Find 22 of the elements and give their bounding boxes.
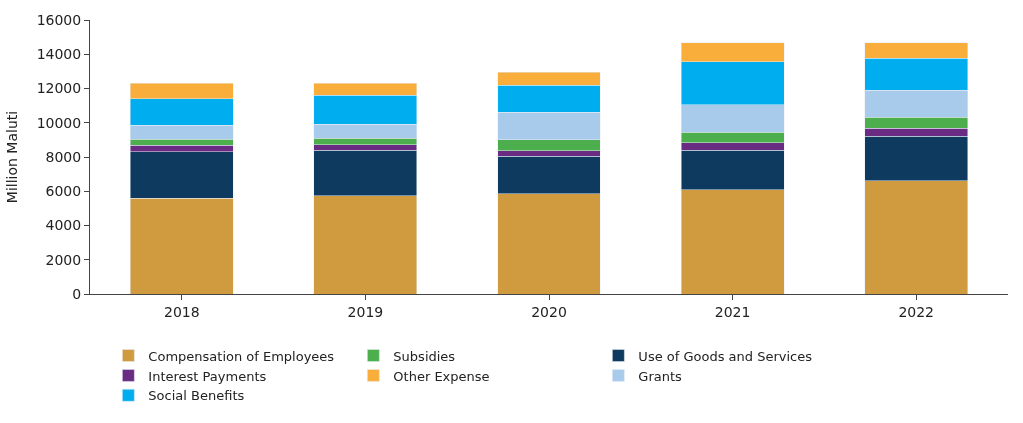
legend-label: Other Expense: [393, 368, 490, 384]
y-tick-label: 12000: [36, 80, 82, 97]
y-tick-label: 6000: [45, 183, 82, 200]
legend-label: Use of Goods and Services: [638, 348, 813, 364]
y-tick-label: 0: [72, 285, 82, 302]
y-tick-label: 2000: [45, 251, 82, 268]
legend-label: Social Benefits: [148, 388, 245, 404]
legend-label: Compensation of Employees: [148, 348, 335, 364]
legend-label: Interest Payments: [148, 368, 267, 384]
y-tick-label: 8000: [45, 148, 82, 165]
y-tick-label: 14000: [36, 46, 82, 63]
x-tick-label: 2022: [898, 303, 935, 320]
x-tick-label: 2021: [714, 303, 751, 320]
x-tick-label: 2019: [347, 303, 384, 320]
y-tick-label: 10000: [36, 114, 82, 131]
legend-label: Subsidies: [393, 348, 456, 364]
x-tick-label: 2020: [531, 303, 567, 320]
x-tick-label: 2018: [163, 303, 200, 320]
y-tick-label: 16000: [36, 11, 82, 28]
y-tick-label: 4000: [45, 217, 82, 234]
y-axis-title: Million Maluti: [4, 110, 21, 204]
legend-label: Grants: [638, 368, 683, 384]
